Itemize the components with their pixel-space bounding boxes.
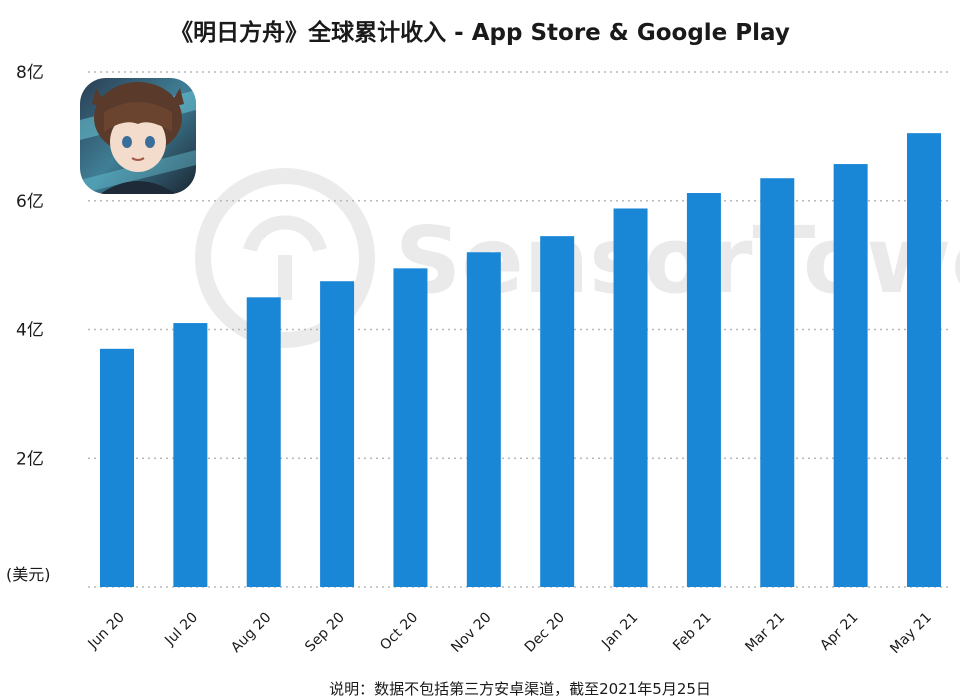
bar-aug-20 — [246, 297, 281, 587]
x-tick-label: Mar 21 — [742, 610, 788, 656]
y-tick-label: 6亿 — [16, 192, 44, 212]
footnote: 说明：数据不包括第三方安卓渠道，截至2021年5月25日 — [329, 680, 711, 698]
bar-jan-21 — [613, 208, 648, 587]
x-tick-label: Dec 20 — [522, 610, 568, 656]
bar-apr-21 — [833, 164, 868, 587]
bar-jul-20 — [173, 323, 208, 587]
gridlines — [88, 71, 952, 588]
arknights-app-icon — [80, 78, 196, 194]
x-tick-label: Sep 20 — [302, 610, 348, 656]
x-tick-label: May 21 — [887, 610, 935, 658]
bar-dec-20 — [540, 236, 575, 587]
bar-mar-21 — [760, 178, 795, 587]
y-axis-unit-label: (美元) — [6, 565, 51, 584]
bar-nov-20 — [466, 252, 501, 587]
x-axis-ticks: Jun 20 Jul 20 Aug 20 Sep 20 Oct 20 Nov 20 Dec … — [85, 610, 935, 658]
bar-sep-20 — [320, 281, 355, 587]
bar-feb-21 — [686, 193, 721, 587]
bar-jun-20 — [100, 348, 134, 587]
x-tick-label: Aug 20 — [228, 610, 274, 656]
bar-may-21 — [907, 133, 941, 587]
x-tick-label: Oct 20 — [377, 610, 421, 654]
bar-oct-20 — [393, 268, 428, 587]
x-tick-label: Jul 20 — [161, 610, 201, 650]
x-tick-label: Jan 21 — [598, 610, 641, 653]
chart-title: 《明日方舟》全球累计收入 - App Store & Google Play — [170, 19, 790, 46]
x-tick-label: Apr 21 — [817, 610, 861, 654]
y-axis-ticks: 2亿 4亿 6亿 8亿 — [16, 63, 44, 469]
x-tick-label: Feb 21 — [670, 610, 715, 655]
x-tick-label: Jun 20 — [85, 610, 128, 653]
y-tick-label: 4亿 — [16, 321, 44, 341]
y-tick-label: 8亿 — [16, 63, 44, 83]
bars — [100, 133, 941, 587]
x-tick-label: Nov 20 — [448, 610, 494, 656]
y-tick-label: 2亿 — [16, 449, 44, 469]
